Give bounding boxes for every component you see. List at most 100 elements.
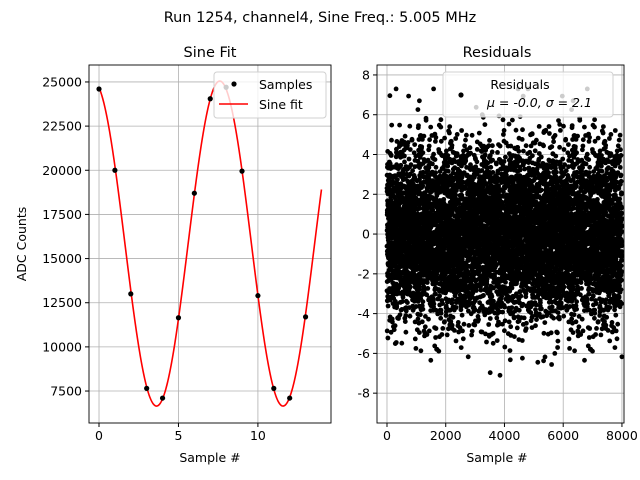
residual-point <box>500 309 505 315</box>
residual-point <box>391 327 397 333</box>
sample-point <box>175 315 182 321</box>
sample-point <box>207 96 213 102</box>
y-tick-label: -4 <box>358 306 371 321</box>
y-tick-label: -6 <box>358 346 371 361</box>
sample-point <box>128 291 134 297</box>
residual-point <box>517 167 523 173</box>
y-tick-label: 15000 <box>42 251 82 266</box>
residual-point <box>442 319 447 325</box>
residual-point <box>469 132 475 138</box>
residual-point <box>395 177 400 183</box>
axes-frame <box>88 64 332 424</box>
residual-point <box>519 338 525 343</box>
residual-point <box>476 130 482 136</box>
residual-point <box>426 316 431 322</box>
residual-point <box>390 319 395 325</box>
residual-point <box>424 332 430 337</box>
residual-point <box>520 127 525 133</box>
x-tick-label: 6000 <box>547 428 579 443</box>
residual-point <box>392 323 398 329</box>
residual-point <box>501 132 506 137</box>
residual-point <box>502 318 508 324</box>
residual-point <box>394 303 400 309</box>
residual-point <box>424 292 430 298</box>
residual-point <box>449 143 455 148</box>
residual-point <box>490 143 495 149</box>
sample-point <box>144 385 150 391</box>
residual-point <box>507 348 513 353</box>
residual-point <box>427 137 432 143</box>
residual-point <box>453 192 458 198</box>
residual-point <box>507 357 513 363</box>
residual-point <box>449 322 455 328</box>
residual-point <box>494 161 499 167</box>
residual-point <box>420 183 426 189</box>
residual-point <box>454 132 460 137</box>
residual-point <box>458 345 464 350</box>
residual-point <box>389 122 395 128</box>
residual-point <box>413 346 419 351</box>
residual-point <box>438 124 444 130</box>
y-tick-label: 10000 <box>42 339 82 354</box>
residual-point <box>482 152 488 158</box>
residual-point <box>513 127 519 133</box>
y-tick-label: -8 <box>358 386 371 401</box>
residual-point <box>417 98 422 104</box>
sample-point <box>271 385 277 391</box>
residual-point <box>421 133 427 139</box>
residual-point <box>509 305 515 310</box>
residual-point <box>418 312 423 318</box>
residual-point <box>398 162 404 168</box>
residual-point <box>431 301 437 307</box>
residual-point <box>474 159 480 165</box>
residuals-axes: Residuals Sample # 0 2000 4000 6000 8000-8-6… <box>358 45 638 465</box>
residual-point <box>428 124 434 130</box>
residual-point <box>397 312 403 318</box>
residual-point <box>419 144 425 150</box>
figure-title: Run 1254, channel4, Sine Freq.: 5.005 MH… <box>164 10 477 26</box>
residual-point <box>423 314 428 319</box>
residual-point <box>416 287 422 292</box>
residual-point <box>503 154 508 160</box>
sine-fit-title: Sine Fit <box>184 45 237 61</box>
residual-point <box>521 148 526 154</box>
residual-point <box>445 168 451 174</box>
residual-point <box>453 136 459 141</box>
y-tick-label: 8 <box>362 67 370 82</box>
residual-point <box>420 150 426 156</box>
residual-point <box>428 357 434 363</box>
residual-point <box>433 326 439 331</box>
residual-point <box>406 156 412 162</box>
residual-point <box>426 328 432 334</box>
residual-point <box>426 143 432 149</box>
y-tick-label: 25000 <box>42 74 82 89</box>
residual-point <box>453 338 459 344</box>
legend-box <box>213 71 327 119</box>
residual-point <box>442 135 447 141</box>
residual-point <box>419 319 425 325</box>
residual-point <box>487 316 493 321</box>
y-tick-label: 0 <box>362 227 370 242</box>
residual-point <box>495 150 500 155</box>
residual-point <box>463 137 468 143</box>
sample-point <box>287 395 293 401</box>
residual-point <box>500 117 506 123</box>
residual-point <box>516 148 522 154</box>
residual-point <box>417 205 423 211</box>
residual-point <box>440 326 446 331</box>
residual-points <box>384 86 625 378</box>
residual-point <box>407 313 413 319</box>
y-tick-label: -2 <box>358 266 370 281</box>
residual-point <box>405 140 411 145</box>
residual-point <box>403 313 409 318</box>
residual-point <box>385 303 391 309</box>
residual-point <box>425 286 431 291</box>
residual-point <box>405 300 410 305</box>
x-tick-label: 0 <box>95 428 103 443</box>
residual-point <box>484 339 489 345</box>
residual-point <box>393 86 399 92</box>
residual-point <box>459 128 464 133</box>
residual-point <box>400 294 406 300</box>
x-tick-label: 10 <box>250 428 266 443</box>
residual-point <box>433 135 439 140</box>
